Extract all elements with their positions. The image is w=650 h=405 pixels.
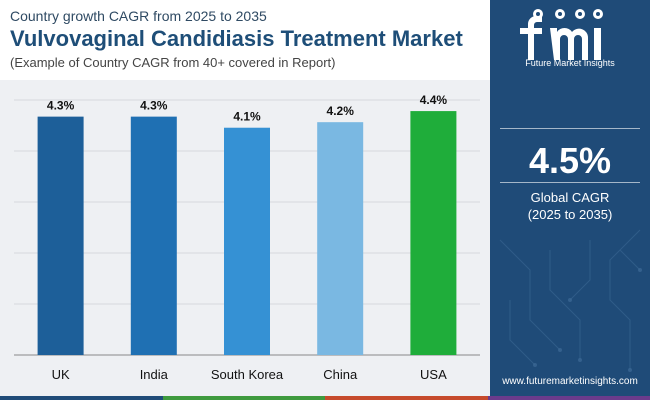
category-label: China: [323, 367, 358, 382]
logo-caption: Future Market Insights: [490, 58, 650, 68]
website-link[interactable]: www.futuremarketinsights.com: [490, 376, 650, 387]
strip-segment: [488, 396, 650, 400]
category-label: India: [140, 367, 169, 382]
global-cagr-value: 4.5%: [490, 140, 650, 182]
global-cagr-label: Global CAGR (2025 to 2035): [490, 189, 650, 223]
kpi-divider-top: [500, 128, 640, 129]
bar-china: [317, 122, 363, 355]
bar-value-label: 4.2%: [327, 104, 355, 118]
chart-subtitle: Country growth CAGR from 2025 to 2035: [10, 8, 267, 24]
strip-segment: [325, 396, 488, 400]
global-cagr-label-line1: Global CAGR: [490, 189, 650, 206]
fmi-logo: [490, 6, 650, 62]
bar-value-label: 4.3%: [47, 99, 75, 113]
chart-note: (Example of Country CAGR from 40+ covere…: [10, 55, 336, 70]
global-cagr-label-line2: (2025 to 2035): [490, 206, 650, 223]
chart-area: 4.3% UK 4.3% India 4.1% South Korea 4.2% China 4…: [0, 80, 490, 400]
bar-value-label: 4.3%: [140, 99, 168, 113]
bar-south-korea: [224, 128, 270, 355]
sidebar-panel: Future Market Insights 4.5% Global CAGR …: [490, 0, 650, 400]
chart-title: Vulvovaginal Candidiasis Treatment Marke…: [10, 26, 463, 52]
category-label: USA: [420, 367, 447, 382]
bar-uk: [38, 117, 84, 355]
bar-chart: 4.3% UK 4.3% India 4.1% South Korea 4.2% China 4…: [0, 80, 490, 400]
category-label: UK: [52, 367, 70, 382]
bar-value-label: 4.4%: [420, 93, 448, 107]
bottom-color-strip: [0, 396, 650, 400]
bar-usa: [410, 111, 456, 355]
strip-segment: [0, 396, 163, 400]
bar-india: [131, 117, 177, 355]
strip-segment: [163, 396, 326, 400]
kpi-divider-middle: [500, 182, 640, 183]
category-label: South Korea: [211, 367, 284, 382]
bar-value-label: 4.1%: [233, 110, 261, 124]
